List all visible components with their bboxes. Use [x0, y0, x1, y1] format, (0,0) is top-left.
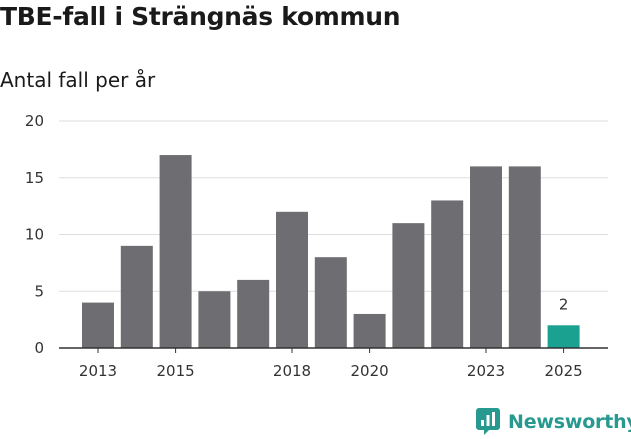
newsworthy-chart-icon: [476, 408, 500, 435]
x-tick-label: 2020: [351, 362, 389, 380]
chart-title: TBE-fall i Strängnäs kommun: [0, 2, 401, 31]
x-tick-label: 2013: [79, 362, 117, 380]
y-tick-label: 10: [25, 226, 44, 244]
bar-2014: [120, 245, 153, 348]
y-tick-label: 15: [25, 169, 44, 187]
bar-2021: [392, 223, 425, 348]
bar-2015: [159, 155, 192, 348]
y-tick-label: 20: [25, 112, 44, 130]
bar-2018: [276, 211, 308, 348]
x-tick-label: 2023: [467, 362, 505, 380]
bar-2024: [508, 166, 541, 348]
y-tick-label: 5: [34, 282, 44, 300]
x-tick-label: 2025: [545, 362, 583, 380]
bar-2023: [470, 166, 502, 348]
data-label: 2: [559, 295, 569, 313]
newsworthy-logo: Newsworthy: [476, 408, 631, 435]
bar-2022: [431, 200, 464, 348]
y-tick-label: 0: [34, 339, 44, 357]
chart-subtitle: Antal fall per år: [0, 68, 156, 92]
bar-2017: [237, 279, 270, 348]
bar-2020: [353, 313, 386, 348]
x-tick-label: 2018: [273, 362, 311, 380]
logo-text: Newsworthy: [508, 410, 631, 433]
bar-chart: 0 5 10 15 20 2 2013 2015 2018 2020 2023 2025: [25, 112, 608, 380]
bar-2016: [198, 291, 231, 348]
x-tick-label: 2015: [157, 362, 195, 380]
bar-2013: [82, 302, 114, 348]
bar-2019: [314, 257, 347, 348]
bar-2025: [547, 325, 580, 348]
